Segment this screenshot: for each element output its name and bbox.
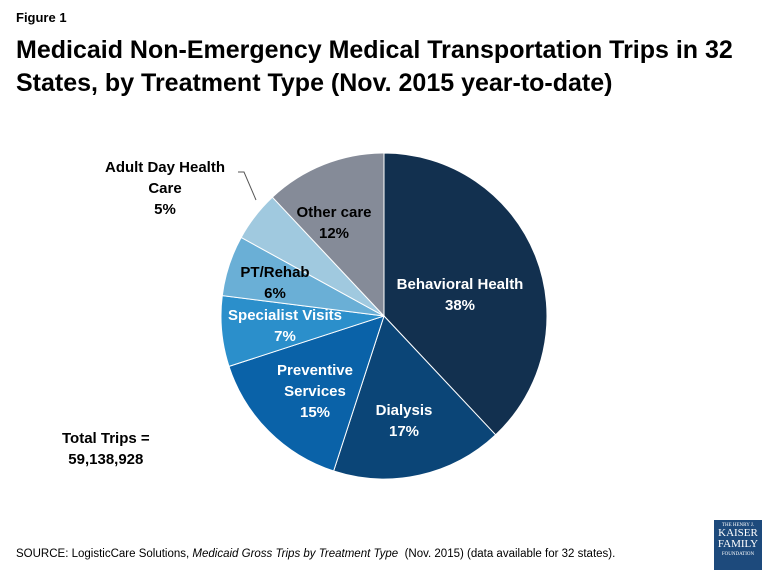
- label-behavioral-health: Behavioral Health 38%: [396, 276, 524, 314]
- label-specialist-visits: Specialist Visits 7%: [228, 307, 342, 345]
- figure-label: Figure 1: [16, 10, 67, 25]
- label-pt-rehab: PT/Rehab 6%: [240, 264, 310, 302]
- label-adult-day-health-care: Adult Day Health Care 5%: [104, 159, 225, 218]
- source-note: SOURCE: LogisticCare Solutions, Medicaid…: [16, 548, 616, 560]
- label-preventive-services: Preventive Services 15%: [277, 362, 353, 421]
- chart-title: Medicaid Non-Emergency Medical Transport…: [16, 36, 733, 97]
- leader-line: [238, 171, 257, 201]
- pie-slice-behavioral-health: [383, 152, 548, 436]
- label-other-care: Other care 12%: [296, 204, 372, 242]
- pie-slice-preventive-services: [228, 315, 385, 472]
- kff-logo: THE HENRY J. KAISER FAMILY FOUNDATION: [714, 520, 762, 570]
- total-trips: Total Trips = 59,138,928: [62, 430, 150, 468]
- pie-slice-dialysis: [332, 315, 497, 480]
- label-dialysis: Dialysis 17%: [375, 402, 433, 440]
- pie-slice-other-care: [271, 152, 385, 318]
